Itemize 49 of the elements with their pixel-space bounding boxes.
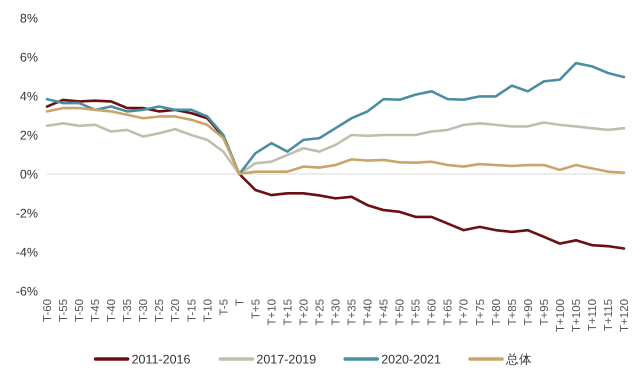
x-tick-label: T+45 (378, 299, 391, 326)
x-tick-label: T+25 (314, 299, 326, 326)
y-tick-label: -4% (16, 246, 38, 260)
x-tick-label: T-5 (218, 299, 230, 316)
x-tick-label: T+15 (282, 299, 294, 326)
y-tick-label: 0% (20, 168, 38, 182)
x-tick-label: T-45 (90, 299, 102, 322)
legend-label: 2011-2016 (132, 352, 190, 366)
legend-label: 总体 (505, 352, 532, 366)
x-tick-label: T+70 (458, 299, 471, 326)
x-tick-label: T+65 (442, 299, 455, 326)
x-tick-label: T-50 (74, 299, 86, 322)
y-tick-label: 8% (20, 12, 38, 26)
x-tick-label: T (234, 299, 246, 306)
x-tick-label: T+5 (250, 299, 262, 320)
x-tick-label: T+80 (490, 299, 503, 326)
x-tick-label: T+40 (362, 299, 375, 326)
y-tick-label: 6% (20, 50, 38, 64)
x-tick-label: T-40 (106, 299, 118, 322)
x-tick-label: T-30 (138, 299, 150, 322)
x-tick-label: T+95 (538, 299, 551, 326)
y-tick-label: -2% (16, 206, 38, 220)
x-tick-label: T+75 (474, 299, 487, 326)
x-tick-label: T-60 (42, 299, 54, 322)
x-tick-label: T+55 (410, 299, 423, 326)
x-tick-label: T+50 (394, 299, 407, 326)
x-tick-label: T-20 (170, 299, 182, 322)
x-tick-label: T+105 (570, 299, 583, 332)
y-tick-label: 4% (20, 90, 38, 104)
x-tick-label: T+85 (506, 299, 519, 326)
x-tick-label: T-55 (58, 299, 70, 322)
legend-label: 2017-2019 (256, 352, 316, 366)
legend-label: 2020-2021 (381, 352, 442, 366)
y-tick-label: 2% (20, 128, 38, 142)
x-tick-label: T+110 (586, 299, 599, 332)
x-tick-label: T+100 (554, 299, 567, 332)
x-tick-label: T-15 (186, 299, 198, 322)
x-tick-label: T+90 (522, 299, 535, 326)
x-tick-label: T-35 (122, 299, 134, 322)
x-tick-label: T+60 (426, 299, 439, 326)
x-tick-label: T+20 (298, 299, 310, 326)
x-tick-label: T+30 (330, 299, 342, 326)
x-tick-label: T+120 (619, 299, 631, 332)
x-tick-label: T+35 (346, 299, 359, 326)
x-tick-label: T+115 (602, 299, 615, 332)
y-tick-label: -6% (16, 284, 38, 298)
x-tick-label: T-10 (202, 299, 214, 322)
x-tick-label: T+10 (266, 299, 278, 326)
x-tick-label: T-25 (154, 299, 166, 322)
